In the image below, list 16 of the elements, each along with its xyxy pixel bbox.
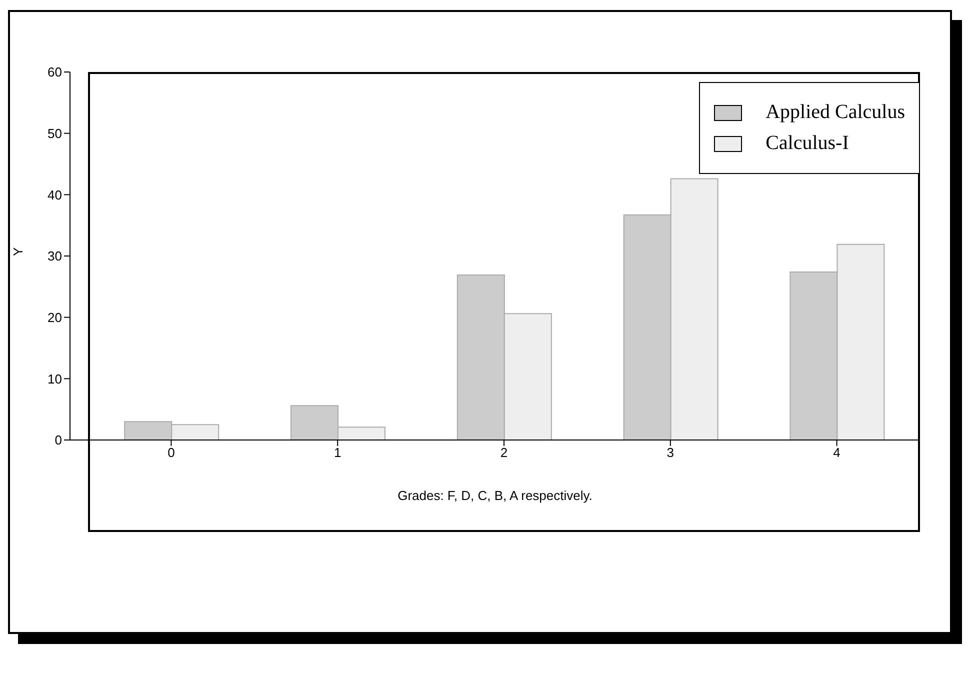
x-axis-title: Grades: F, D, C, B, A respectively. bbox=[398, 488, 592, 503]
y-tick-label: 50 bbox=[48, 126, 62, 141]
x-tick-label: 1 bbox=[334, 445, 342, 460]
legend-label: Applied Calculus bbox=[766, 101, 905, 124]
y-tick-label: 30 bbox=[48, 248, 62, 264]
x-tick-label: 0 bbox=[168, 445, 175, 460]
x-tick-label: 2 bbox=[500, 445, 508, 460]
y-tick-label: 10 bbox=[48, 371, 62, 386]
legend-label: Calculus-I bbox=[766, 132, 849, 155]
x-tick-label: 4 bbox=[833, 445, 840, 460]
y-tick-label: 40 bbox=[48, 187, 62, 202]
y-tick-label: 0 bbox=[54, 432, 62, 448]
x-tick-label: 3 bbox=[666, 445, 674, 460]
y-tick-label: 20 bbox=[48, 310, 62, 325]
y-axis-title: Y bbox=[10, 247, 26, 256]
y-tick-label: 60 bbox=[48, 64, 62, 80]
